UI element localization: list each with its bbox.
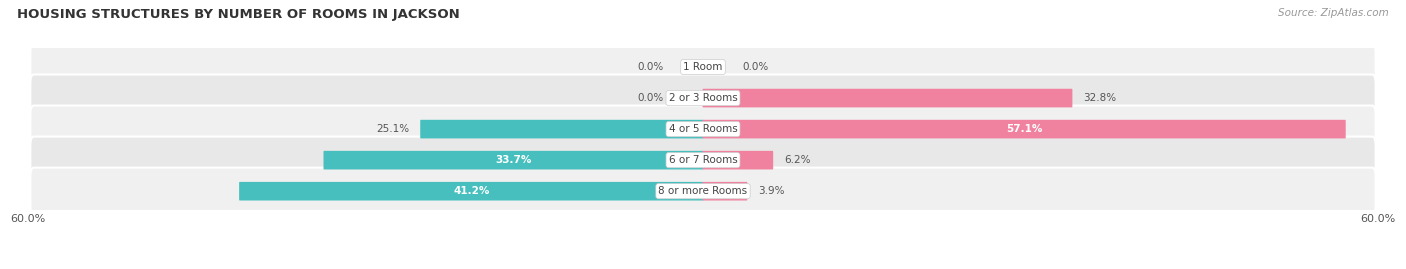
FancyBboxPatch shape: [31, 75, 1375, 122]
FancyBboxPatch shape: [703, 182, 748, 200]
Text: 32.8%: 32.8%: [1083, 93, 1116, 103]
Text: 3.9%: 3.9%: [758, 186, 785, 196]
FancyBboxPatch shape: [703, 89, 1073, 107]
FancyBboxPatch shape: [323, 151, 703, 169]
FancyBboxPatch shape: [31, 137, 1375, 184]
FancyBboxPatch shape: [703, 120, 1346, 139]
Text: 4 or 5 Rooms: 4 or 5 Rooms: [669, 124, 737, 134]
FancyBboxPatch shape: [31, 168, 1375, 215]
FancyBboxPatch shape: [703, 151, 773, 169]
Text: 1 Room: 1 Room: [683, 62, 723, 72]
Text: 41.2%: 41.2%: [453, 186, 489, 196]
FancyBboxPatch shape: [31, 105, 1375, 153]
Text: 33.7%: 33.7%: [495, 155, 531, 165]
Text: 6 or 7 Rooms: 6 or 7 Rooms: [669, 155, 737, 165]
Text: 25.1%: 25.1%: [377, 124, 409, 134]
FancyBboxPatch shape: [239, 182, 703, 200]
FancyBboxPatch shape: [31, 44, 1375, 91]
Text: 0.0%: 0.0%: [637, 62, 664, 72]
Text: 8 or more Rooms: 8 or more Rooms: [658, 186, 748, 196]
Text: HOUSING STRUCTURES BY NUMBER OF ROOMS IN JACKSON: HOUSING STRUCTURES BY NUMBER OF ROOMS IN…: [17, 8, 460, 21]
Text: 57.1%: 57.1%: [1005, 124, 1042, 134]
Text: Source: ZipAtlas.com: Source: ZipAtlas.com: [1278, 8, 1389, 18]
Text: 6.2%: 6.2%: [785, 155, 810, 165]
Text: 2 or 3 Rooms: 2 or 3 Rooms: [669, 93, 737, 103]
FancyBboxPatch shape: [420, 120, 703, 139]
Text: 0.0%: 0.0%: [742, 62, 769, 72]
Text: 0.0%: 0.0%: [637, 93, 664, 103]
